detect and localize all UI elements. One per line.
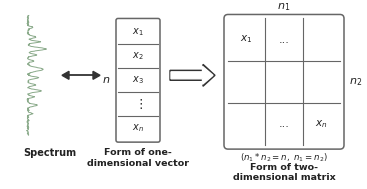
- Text: $x_1$: $x_1$: [132, 26, 144, 38]
- Text: $x_n$: $x_n$: [315, 118, 328, 130]
- Text: $n_2$: $n_2$: [349, 76, 362, 88]
- Text: $n_1$: $n_1$: [277, 2, 291, 13]
- Text: $\vdots$: $\vdots$: [134, 97, 142, 111]
- Polygon shape: [171, 66, 213, 84]
- FancyBboxPatch shape: [224, 15, 344, 149]
- FancyBboxPatch shape: [116, 19, 160, 142]
- Text: $x_3$: $x_3$: [132, 74, 144, 86]
- Text: n: n: [103, 75, 110, 85]
- Text: Spectrum: Spectrum: [23, 148, 76, 158]
- Text: $x_n$: $x_n$: [132, 122, 144, 134]
- Text: Form of two-
dimensional matrix: Form of two- dimensional matrix: [233, 163, 335, 182]
- Text: $(n_1 * n_2 = n,\ n_1 = n_2)$: $(n_1 * n_2 = n,\ n_1 = n_2)$: [240, 152, 328, 164]
- Polygon shape: [93, 71, 100, 79]
- Text: $x_2$: $x_2$: [132, 50, 144, 62]
- Text: $x_1$: $x_1$: [240, 34, 253, 46]
- Polygon shape: [62, 71, 69, 79]
- Text: ...: ...: [279, 119, 290, 129]
- Polygon shape: [170, 64, 215, 86]
- Text: ...: ...: [279, 35, 290, 45]
- Text: Form of one-
dimensional vector: Form of one- dimensional vector: [87, 148, 189, 167]
